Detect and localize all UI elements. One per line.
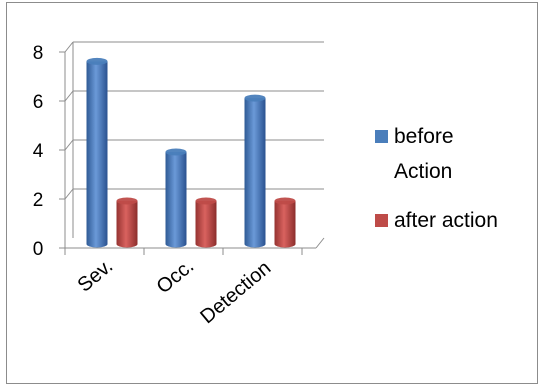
bar-top <box>165 148 187 156</box>
bar-after-2 <box>274 197 296 248</box>
bar-body <box>274 201 296 248</box>
bar-after-1 <box>195 197 217 248</box>
bar-top <box>195 197 217 205</box>
y-tick-label: 8 <box>33 43 44 64</box>
y-tick-label: 4 <box>33 141 44 162</box>
legend-label-before-line1: before <box>394 125 454 148</box>
y-tick-label: 2 <box>33 190 44 211</box>
bar-body <box>165 152 187 248</box>
y-axis-ticks: 0 2 4 6 8 <box>33 43 65 260</box>
legend-swatch-after-action <box>375 214 388 227</box>
bar-body <box>195 201 217 248</box>
y-tick-label: 0 <box>33 239 44 260</box>
bar-body <box>116 201 138 248</box>
bar-top <box>274 197 296 205</box>
x-tick-label: Detection <box>196 257 275 328</box>
gridline-depth <box>64 188 74 200</box>
bar-before-2 <box>244 94 266 248</box>
bar-before-0 <box>86 57 108 248</box>
y-tick-label: 6 <box>33 92 44 113</box>
x-tick-label: Sev. <box>74 255 118 297</box>
floor-depth <box>315 237 325 249</box>
bar-body <box>244 98 266 248</box>
legend-swatch-before-action <box>375 130 388 143</box>
gridlines <box>64 41 324 200</box>
legend: before Action after action <box>375 125 498 232</box>
gridline-depth <box>64 139 74 151</box>
bar-top <box>86 57 108 65</box>
gridline-depth <box>64 90 74 102</box>
bar-top <box>244 94 266 102</box>
bar-after-0 <box>116 197 138 248</box>
x-tick-label: Occ. <box>153 255 199 298</box>
legend-label-after-action: after action <box>394 209 498 232</box>
bar-body <box>86 61 108 248</box>
gridline-depth <box>64 41 74 53</box>
legend-label-before-line2: Action <box>394 160 452 183</box>
bar-top <box>116 197 138 205</box>
bars <box>86 57 296 248</box>
bar-before-1 <box>165 148 187 248</box>
x-axis-labels: Sev. Occ.Detection <box>74 255 276 328</box>
